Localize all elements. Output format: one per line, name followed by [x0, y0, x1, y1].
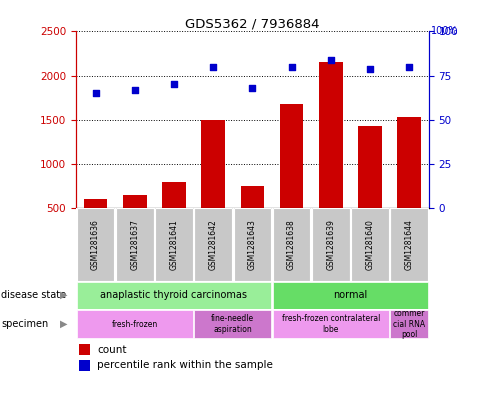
Bar	[162, 182, 186, 208]
Text: disease state: disease state	[1, 290, 67, 300]
Bar	[79, 360, 90, 371]
Text: GSM1281642: GSM1281642	[209, 219, 218, 270]
Bar	[77, 208, 114, 281]
Bar	[116, 208, 153, 281]
Text: GSM1281644: GSM1281644	[405, 219, 414, 270]
Text: normal: normal	[333, 290, 368, 300]
Text: GSM1281640: GSM1281640	[366, 219, 374, 270]
Point	[327, 57, 335, 63]
Text: fresh-frozen contralateral
lobe: fresh-frozen contralateral lobe	[282, 314, 380, 334]
Point	[170, 81, 178, 88]
Text: percentile rank within the sample: percentile rank within the sample	[97, 360, 273, 370]
Bar	[234, 208, 271, 281]
Bar	[273, 208, 310, 281]
Text: GSM1281639: GSM1281639	[326, 219, 335, 270]
Text: anaplastic thyroid carcinomas: anaplastic thyroid carcinomas	[100, 290, 247, 300]
Title: GDS5362 / 7936884: GDS5362 / 7936884	[185, 17, 319, 30]
Text: GSM1281641: GSM1281641	[170, 219, 178, 270]
Bar	[273, 281, 428, 309]
Bar	[241, 186, 264, 208]
Bar	[397, 117, 421, 208]
Text: fresh-frozen: fresh-frozen	[112, 320, 158, 329]
Bar	[79, 344, 90, 355]
Bar	[358, 126, 382, 208]
Point	[131, 86, 139, 93]
Bar	[351, 208, 389, 281]
Bar	[319, 62, 343, 208]
Bar	[195, 208, 232, 281]
Text: GSM1281637: GSM1281637	[130, 219, 139, 270]
Point	[209, 64, 217, 70]
Bar	[195, 310, 271, 338]
Text: ▶: ▶	[60, 319, 68, 329]
Point	[92, 90, 99, 96]
Bar	[84, 200, 107, 208]
Text: ▶: ▶	[60, 290, 68, 300]
Text: GSM1281636: GSM1281636	[91, 219, 100, 270]
Text: GSM1281643: GSM1281643	[248, 219, 257, 270]
Bar	[391, 310, 428, 338]
Text: 100%: 100%	[431, 26, 459, 37]
Point	[366, 65, 374, 72]
Text: fine-needle
aspiration: fine-needle aspiration	[211, 314, 254, 334]
Bar	[77, 310, 193, 338]
Bar	[155, 208, 193, 281]
Point	[248, 85, 256, 91]
Text: specimen: specimen	[1, 319, 49, 329]
Bar	[391, 208, 428, 281]
Bar	[123, 195, 147, 208]
Text: GSM1281638: GSM1281638	[287, 219, 296, 270]
Bar	[312, 208, 349, 281]
Bar	[273, 310, 389, 338]
Bar	[280, 104, 303, 208]
Bar	[201, 120, 225, 208]
Point	[405, 64, 413, 70]
Text: count: count	[97, 345, 126, 354]
Text: commer
cial RNA
pool: commer cial RNA pool	[393, 309, 425, 339]
Bar	[77, 281, 271, 309]
Point	[288, 64, 295, 70]
